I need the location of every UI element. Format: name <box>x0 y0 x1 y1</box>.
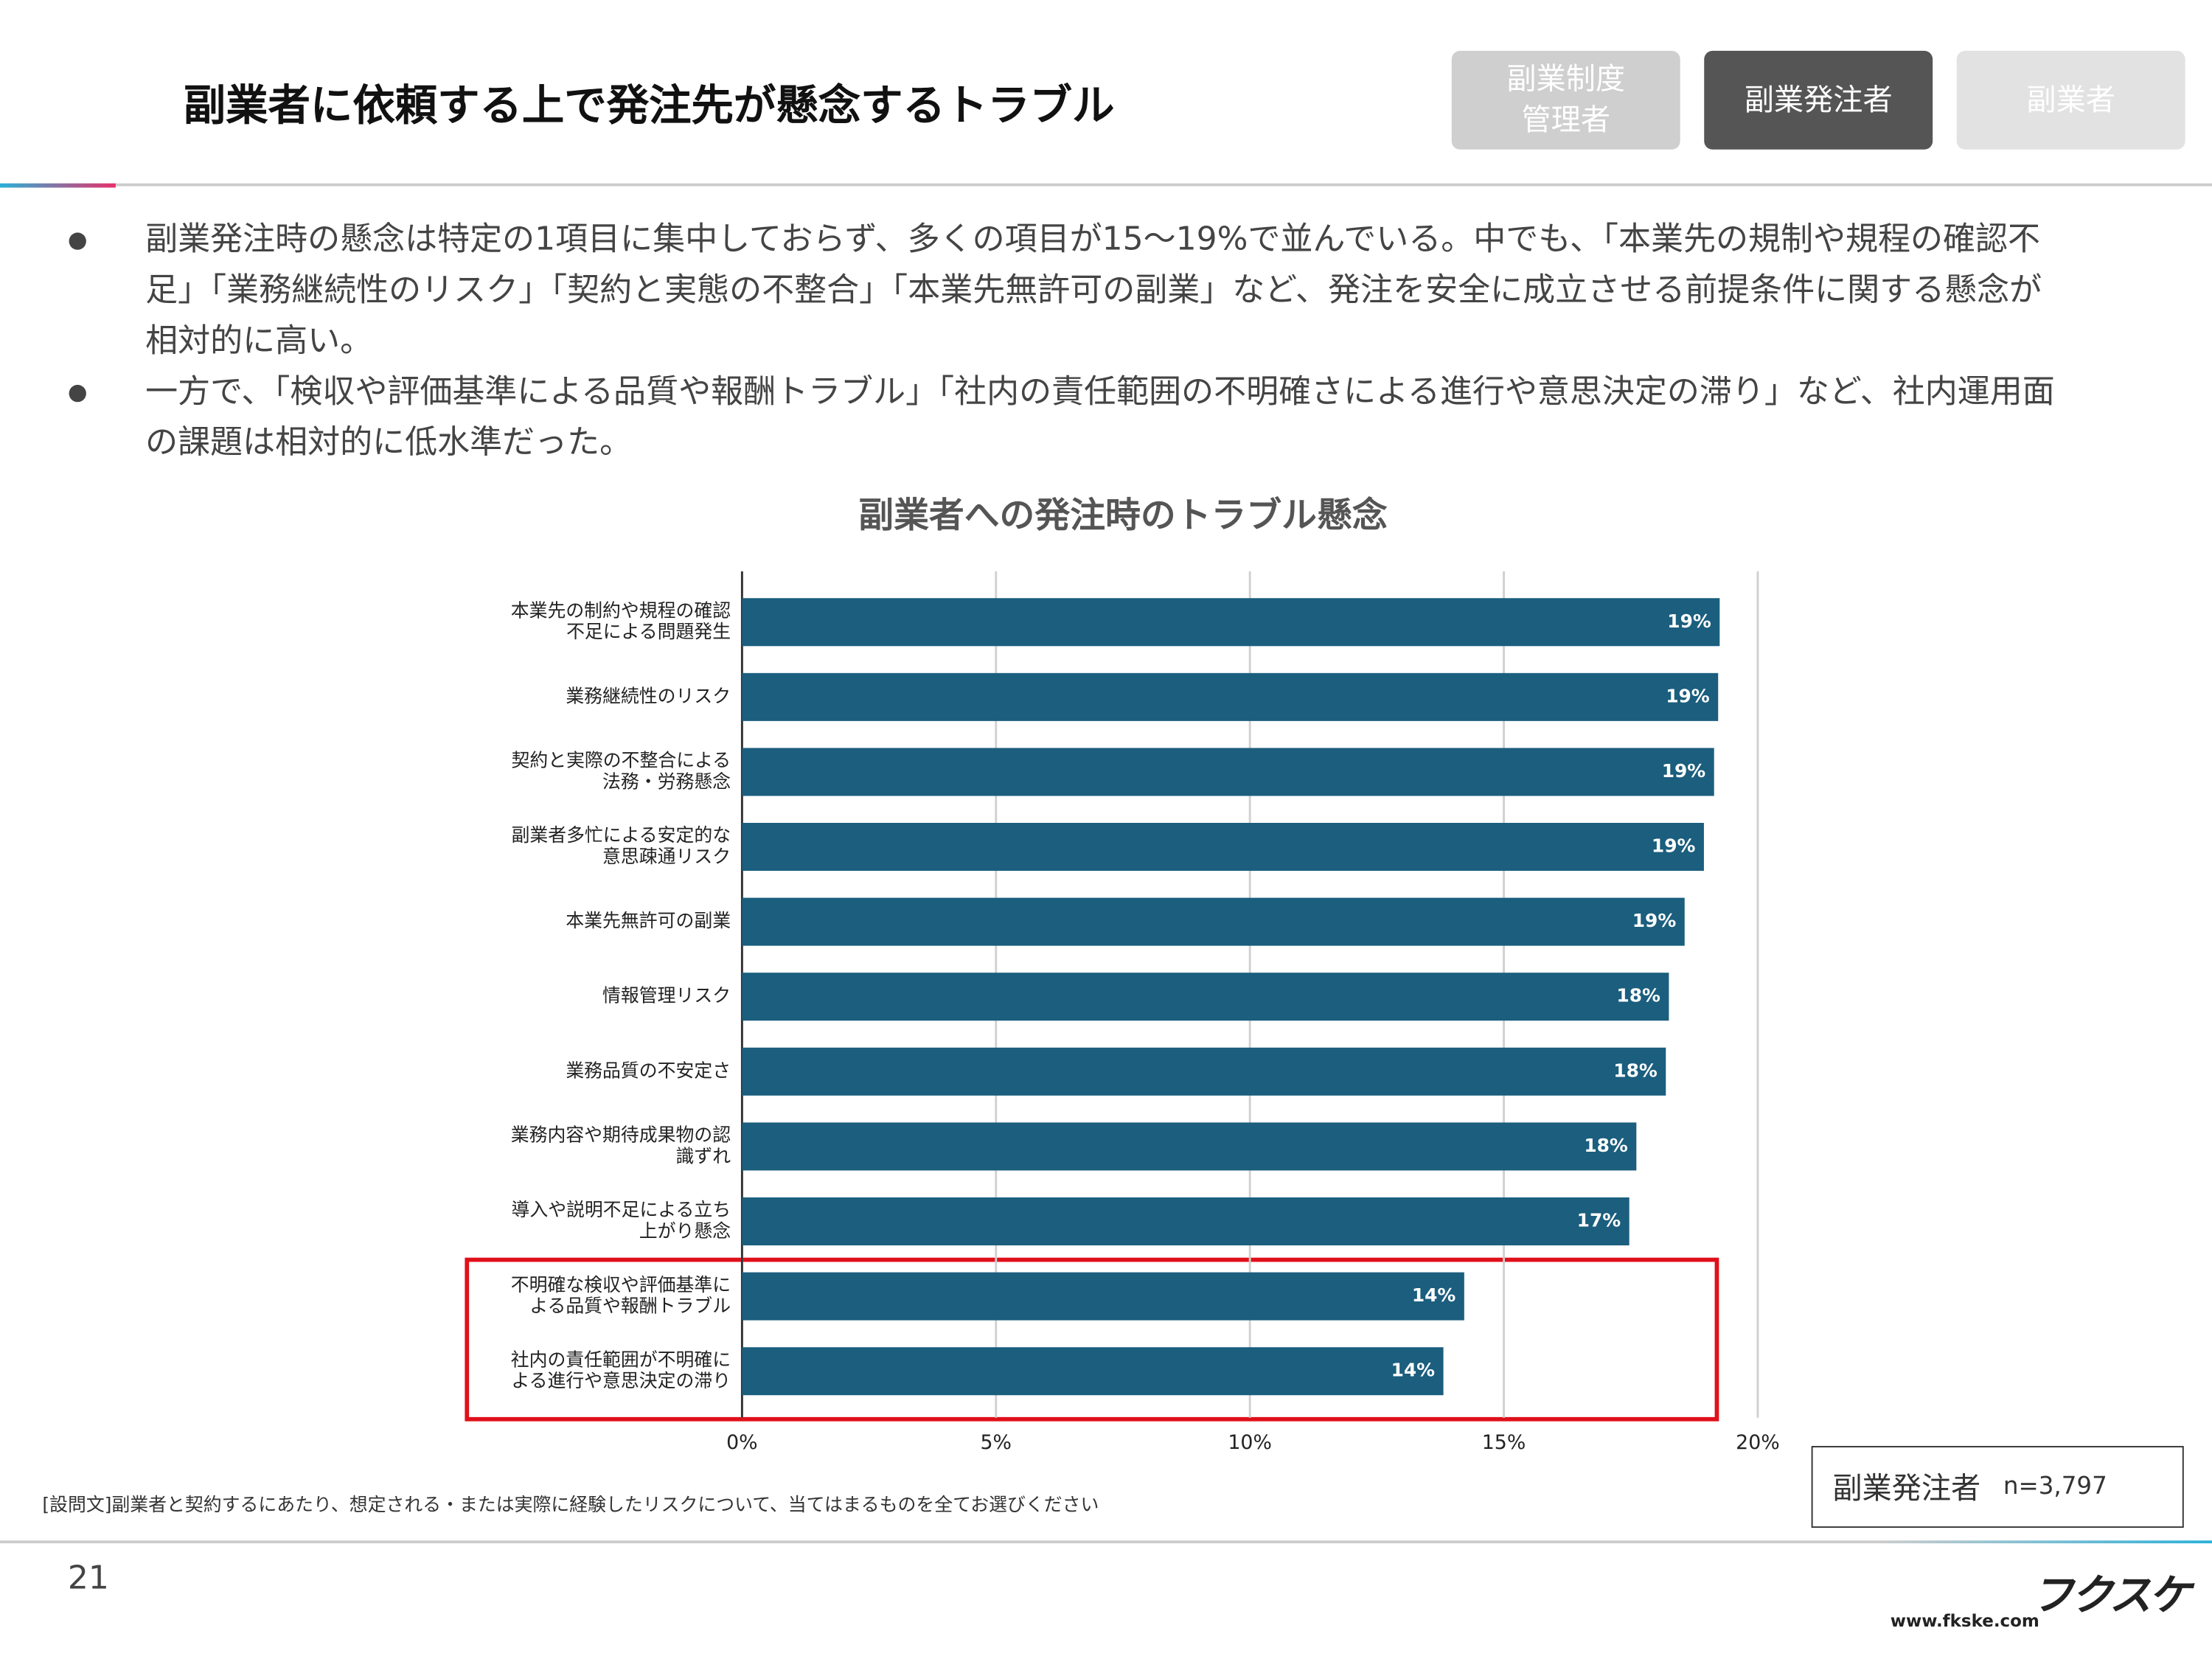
bullet: ● 一方で、「検収や評価基準による品質や報酬トラブル」「社内の責任範囲の不明確さに… <box>68 366 2071 468</box>
slide-title: 副業者に依頼する上で発注先が懸念するトラブル <box>183 81 1115 131</box>
tab[interactable]: 副業制度 管理者 <box>1451 50 1680 150</box>
value-label: 18% <box>1613 1060 1658 1081</box>
tab-label: 副業者 <box>2026 82 2115 116</box>
bar <box>742 672 1719 721</box>
bar <box>742 598 1720 647</box>
bar <box>742 973 1669 1021</box>
y-tick-label: よる進行や意思決定の滞り <box>511 1370 731 1391</box>
header-accent <box>0 183 116 188</box>
bullet: ● 副業発注時の懸念は特定の1項目に集中しておらず、多くの項目が15〜19%で並ん… <box>68 215 2071 367</box>
legend-group: 副業発注者 <box>1832 1471 1981 1506</box>
y-tick-label: 業務内容や期待成果物の認 <box>511 1124 731 1146</box>
value-label: 17% <box>1577 1210 1621 1231</box>
y-tick-label: 情報管理リスク <box>602 985 731 1006</box>
y-tick-label: 導入や説明不足による立ち <box>511 1199 731 1220</box>
x-tick-label: 5% <box>981 1431 1012 1454</box>
y-tick-label: 上がり懸念 <box>639 1220 731 1242</box>
chart-title: 副業者への発注時のトラブル懸念 <box>858 495 1388 536</box>
question-text: [設問文]副業者と契約するにあたり、想定される・または実際に経験したリスクについ… <box>42 1495 1099 1517</box>
y-tick-label: 不足による問題発生 <box>566 621 731 642</box>
bar <box>742 1272 1464 1321</box>
tab-label: 副業制度 <box>1506 62 1626 97</box>
y-tick-label: 意思疎通リスク <box>602 846 731 867</box>
y-tick-label: 業務品質の不安定さ <box>566 1060 731 1081</box>
bar <box>742 823 1704 872</box>
bar <box>742 748 1714 796</box>
bar <box>742 1122 1637 1171</box>
tab[interactable]: 副業者 <box>1956 50 2185 150</box>
legend-n: n=3,797 <box>2003 1472 2107 1501</box>
legend-box: 副業発注者 n=3,797 <box>1811 1446 2184 1528</box>
value-label: 19% <box>1667 611 1711 632</box>
value-label: 18% <box>1616 985 1660 1006</box>
y-tick-label: 本業先の制約や規程の確認 <box>511 599 731 621</box>
value-label: 19% <box>1666 685 1710 706</box>
y-tick-label: 契約と実際の不整合による <box>511 750 731 771</box>
x-tick-label: 20% <box>1736 1431 1780 1454</box>
value-label: 19% <box>1652 835 1696 857</box>
tab-active[interactable]: 副業発注者 <box>1704 50 1933 150</box>
value-label: 14% <box>1391 1360 1436 1381</box>
tab-label: 副業発注者 <box>1744 82 1893 116</box>
value-label: 19% <box>1632 910 1677 931</box>
x-tick-label: 0% <box>726 1431 757 1454</box>
bar <box>742 897 1685 946</box>
y-tick-label: 社内の責任範囲が不明確に <box>511 1349 731 1370</box>
value-label: 14% <box>1412 1284 1456 1306</box>
value-label: 18% <box>1584 1135 1628 1156</box>
footer-rule <box>0 1540 2212 1544</box>
url: www.fkske.com <box>1890 1610 2039 1631</box>
y-tick-label: 本業先無許可の副業 <box>566 910 731 931</box>
header-rule <box>0 183 2212 187</box>
y-tick-label: 業務継続性のリスク <box>566 685 731 706</box>
bullet-text: 副業発注時の懸念は特定の1項目に集中しておらず、多くの項目が15〜19%で並んで… <box>145 221 2042 360</box>
logo: フクスケ <box>2031 1571 2191 1621</box>
value-label: 19% <box>1662 760 1706 782</box>
bar <box>742 1347 1444 1396</box>
x-tick-label: 15% <box>1482 1431 1526 1454</box>
y-tick-label: 副業者多忙による安定的な <box>511 824 731 846</box>
y-tick-label: よる品質や報酬トラブル <box>529 1295 731 1316</box>
highlight-box <box>465 1257 1719 1422</box>
y-tick-label: 不明確な検収や評価基準に <box>511 1274 731 1295</box>
x-tick-label: 10% <box>1228 1431 1271 1454</box>
page-number: 21 <box>67 1560 109 1597</box>
bullet-text: 一方で、「検収や評価基準による品質や報酬トラブル」「社内の責任範囲の不明確さによ… <box>145 374 2055 462</box>
tab-label: 管理者 <box>1521 102 1610 137</box>
bar <box>742 1197 1630 1246</box>
bar <box>742 1047 1666 1096</box>
y-tick-label: 法務・労務懸念 <box>602 771 731 792</box>
y-tick-label: 識ずれ <box>675 1145 731 1166</box>
